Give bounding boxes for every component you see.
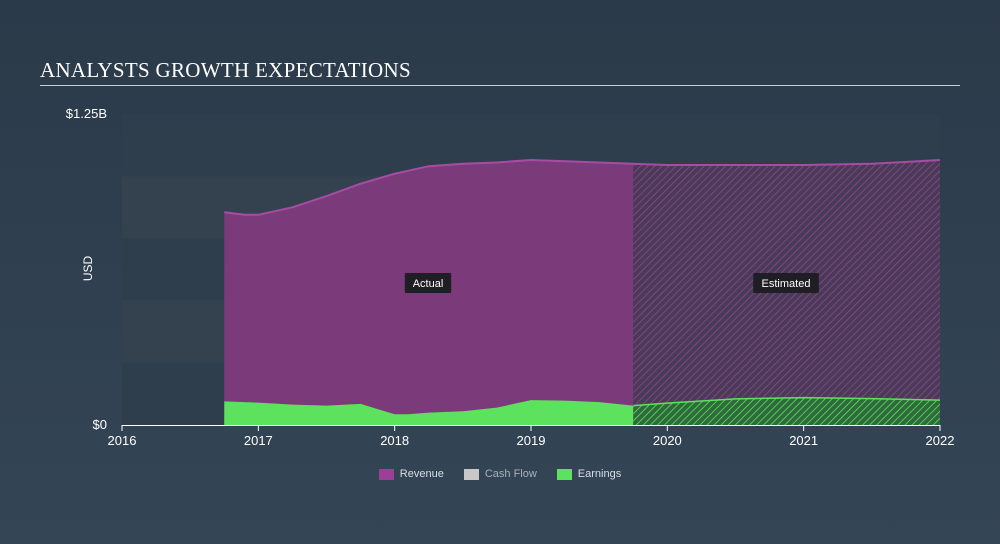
x-tick-label: 2022: [926, 433, 955, 448]
x-tick-label: 2020: [653, 433, 682, 448]
earnings-area-actual: [224, 400, 634, 425]
legend-swatch-earnings: [556, 468, 572, 480]
legend-item-earnings[interactable]: Earnings: [556, 468, 622, 480]
legend-label-revenue: Revenue: [399, 468, 444, 480]
x-tick-label: 2017: [244, 433, 273, 448]
estimated-label-text: Estimated: [762, 278, 811, 290]
revenue-line-estimated: [633, 159, 941, 166]
legend-swatch-cash-flow: [463, 468, 479, 480]
estimated-label-bg: [753, 273, 819, 293]
legend-item-revenue[interactable]: Revenue: [378, 468, 444, 480]
legend-label-cash-flow: Cash Flow: [484, 468, 537, 480]
revenue-line-actual: [224, 158, 634, 216]
y-axis-label: USD: [81, 256, 95, 282]
x-tick-label: 2018: [380, 433, 409, 448]
title-divider: [40, 85, 960, 86]
y-tick-label-top: $1.25B: [66, 106, 107, 121]
actual-label-bg: [404, 273, 452, 293]
earnings-area-estimated: [633, 397, 940, 425]
x-tick-label: 2021: [789, 433, 818, 448]
legend: Revenue Cash Flow Earnings: [0, 468, 1000, 480]
x-tick-label: 2016: [108, 433, 137, 448]
chart-title: ANALYSTS GROWTH EXPECTATIONS: [40, 58, 411, 82]
axes: 2016 2017 2018 2019 2020 2021 2022 $1.25B $0 USD: [66, 106, 955, 448]
labels: Actual Estimated: [404, 273, 819, 293]
estimated-label: Estimated: [753, 273, 819, 293]
actual-label-text: Actual: [413, 278, 444, 290]
series-areas: [224, 158, 941, 425]
actual-label: Actual: [404, 273, 452, 293]
legend-item-cash-flow[interactable]: Cash Flow: [463, 468, 537, 480]
legend-swatch-revenue: [378, 468, 394, 480]
earnings-line-estimated: [633, 396, 941, 407]
y-tick-label-bottom: $0: [93, 417, 107, 432]
x-tick-label: 2019: [517, 433, 546, 448]
legend-label-earnings: Earnings: [577, 468, 622, 480]
